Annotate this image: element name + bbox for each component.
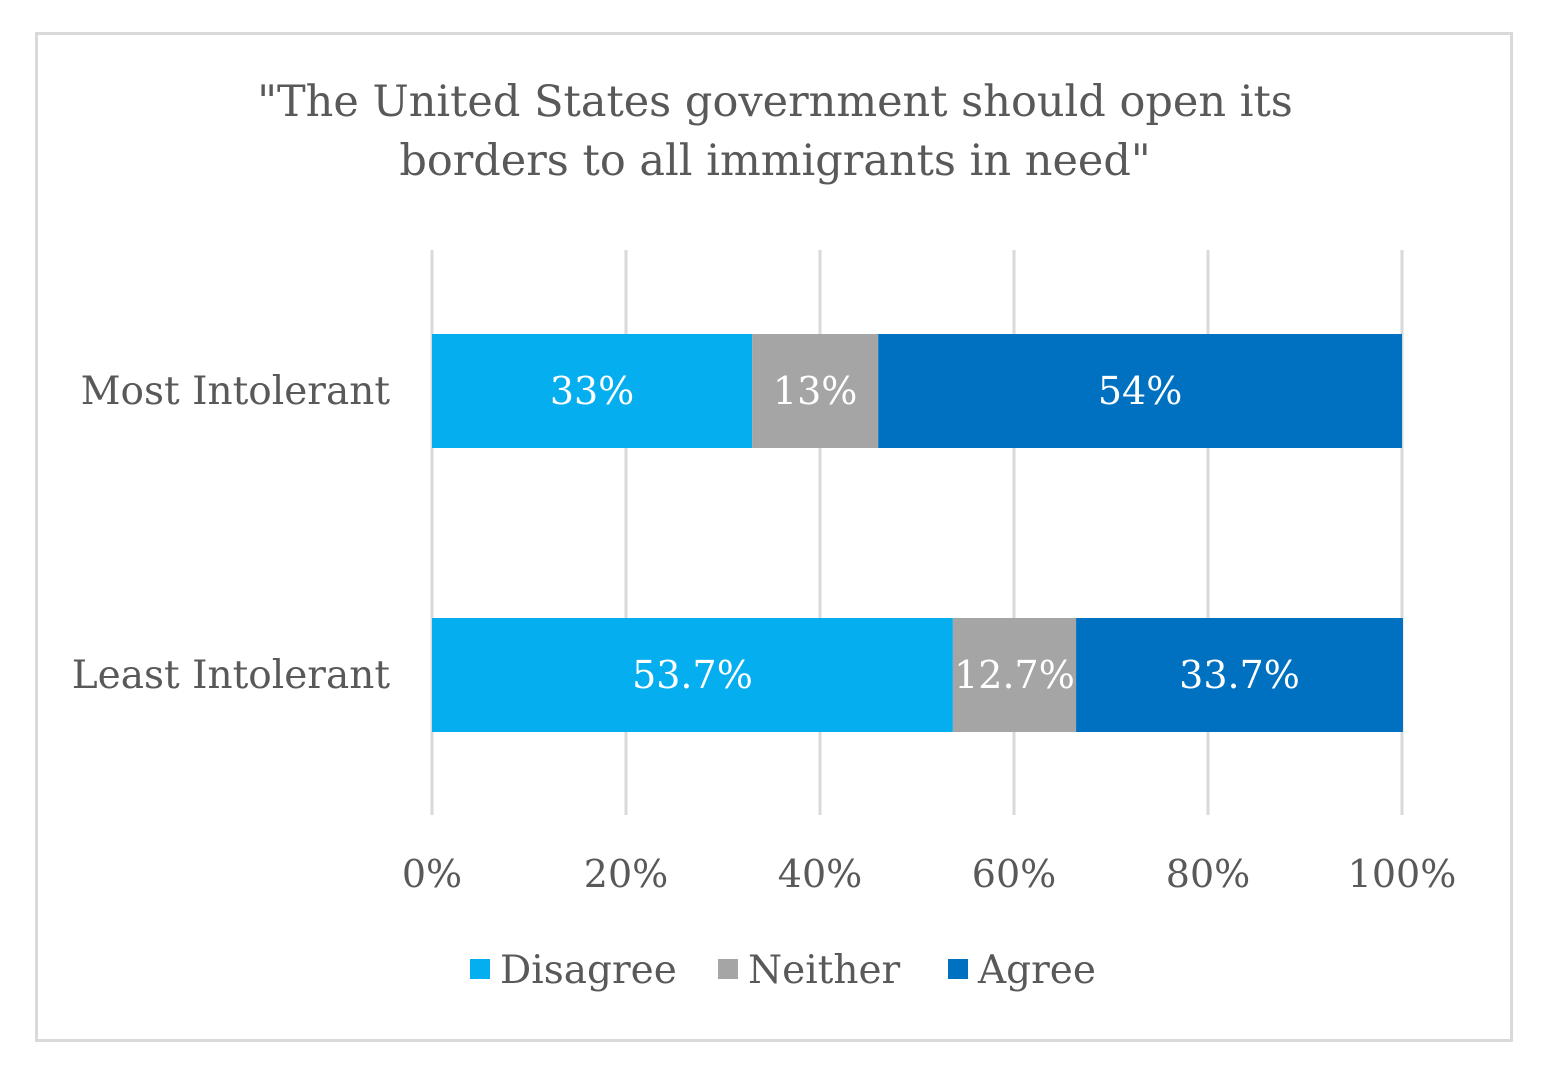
x-tick-label: 0% [402, 852, 462, 896]
bar-neither [752, 334, 879, 448]
category-label: Most Intolerant [81, 369, 391, 414]
data-label-neither: 13% [773, 369, 857, 413]
data-label-agree: 33.7% [1179, 653, 1300, 697]
category-label: Least Intolerant [72, 653, 391, 698]
chart-title-line: "The United States government should ope… [257, 77, 1293, 127]
x-tick-label: 100% [1348, 852, 1457, 896]
legend-swatch-neither [718, 959, 738, 979]
bars: 33% 13% 54% 53.7% 12.7% 33.7% [432, 334, 1403, 732]
bar-agree [878, 334, 1402, 448]
bar-agree [1076, 618, 1403, 732]
x-axis-ticks: 0% 20% 40% 60% 80% 100% [402, 852, 1456, 896]
data-label-disagree: 53.7% [632, 653, 753, 697]
legend-swatch-disagree [470, 959, 490, 979]
legend-label-neither: Neither [748, 948, 901, 993]
x-tick-label: 20% [584, 852, 668, 896]
x-tick-label: 60% [972, 852, 1056, 896]
legend-label-agree: Agree [977, 948, 1096, 993]
legend-label-disagree: Disagree [500, 948, 677, 993]
bar-disagree [432, 618, 953, 732]
category-labels: Most Intolerant Least Intolerant [72, 369, 391, 698]
legend: Disagree Neither Agree [470, 948, 1096, 993]
data-label-disagree: 33% [550, 369, 634, 413]
x-tick-label: 40% [778, 852, 862, 896]
data-label-neither: 12.7% [954, 653, 1075, 697]
data-label-agree: 54% [1098, 369, 1182, 413]
bar-disagree [432, 334, 753, 448]
legend-swatch-agree [948, 959, 968, 979]
chart-title: "The United States government should ope… [257, 77, 1293, 186]
chart-title-line: borders to all immigrants in need" [399, 136, 1150, 186]
bar-neither [952, 618, 1077, 732]
x-tick-label: 80% [1166, 852, 1250, 896]
chart-frame [35, 32, 1513, 1042]
